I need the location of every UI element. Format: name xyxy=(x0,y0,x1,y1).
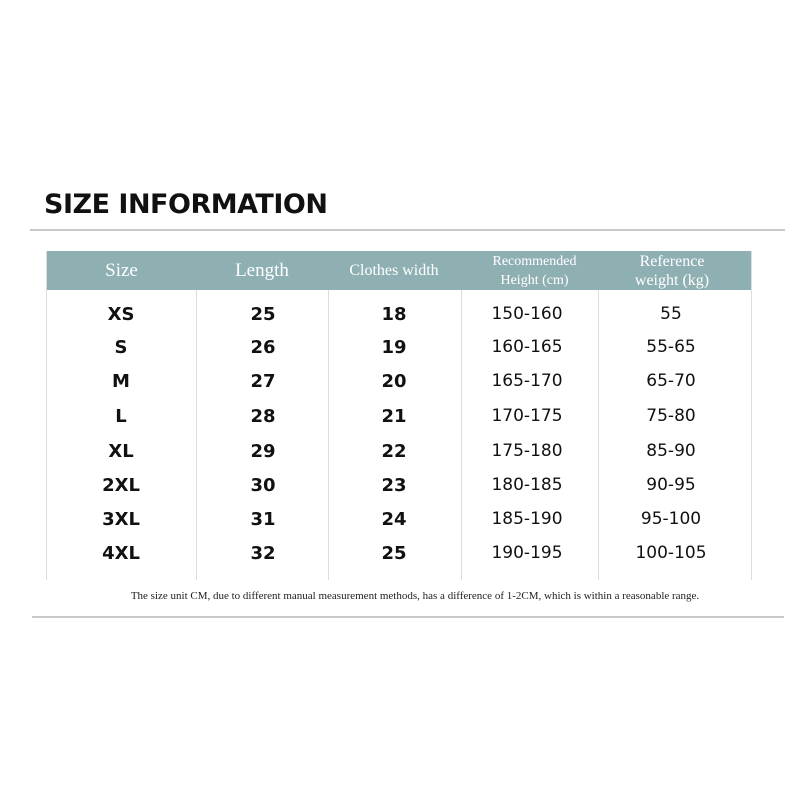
divider xyxy=(30,229,785,231)
column-divider xyxy=(196,290,197,580)
column-header-length: Length xyxy=(235,260,289,281)
cell-value: 30 xyxy=(250,475,276,496)
cell-value: L xyxy=(115,406,127,427)
size-note: The size unit CM, due to different manua… xyxy=(130,590,700,602)
cell-value: 25 xyxy=(381,543,407,564)
cell-value: 150-160 xyxy=(491,304,563,324)
cell-value: 19 xyxy=(381,337,407,358)
cell-value: 55 xyxy=(660,304,682,324)
cell-value: 170-175 xyxy=(491,406,563,426)
table-header: Size Length Clothes width Recommended He… xyxy=(47,251,751,290)
cell-value: 175-180 xyxy=(491,441,563,461)
cell-value: 3XL xyxy=(102,509,140,530)
cell-value: M xyxy=(112,371,130,392)
column-header-weight: Reference weight (kg) xyxy=(634,252,710,289)
cell-value: 160-165 xyxy=(491,337,563,357)
cell-value: 65-70 xyxy=(646,371,696,391)
divider xyxy=(32,616,784,618)
cell-value: 85-90 xyxy=(646,441,696,461)
cell-value: 29 xyxy=(250,441,276,462)
cell-value: 32 xyxy=(250,543,276,564)
cell-value: 31 xyxy=(250,509,276,530)
cell-value: 24 xyxy=(381,509,407,530)
cell-value: S xyxy=(114,337,128,358)
column-header-clothes-width: Clothes width xyxy=(349,262,439,279)
cell-value: 55-65 xyxy=(646,337,696,357)
column-header-size: Size xyxy=(105,260,138,281)
page-title: SIZE INFORMATION xyxy=(44,189,328,220)
column-divider xyxy=(328,290,329,580)
cell-value: 190-195 xyxy=(491,543,563,563)
cell-value: 22 xyxy=(381,441,407,462)
cell-value: 28 xyxy=(250,406,276,427)
cell-value: 20 xyxy=(381,371,407,392)
column-divider xyxy=(461,290,462,580)
cell-value: 18 xyxy=(381,304,407,325)
cell-value: 26 xyxy=(250,337,276,358)
cell-value: 27 xyxy=(250,371,276,392)
cell-value: 25 xyxy=(250,304,276,325)
cell-value: 21 xyxy=(381,406,407,427)
cell-value: XL xyxy=(108,441,134,462)
cell-value: 185-190 xyxy=(491,509,563,529)
cell-value: 90-95 xyxy=(646,475,696,495)
size-table: Size Length Clothes width Recommended He… xyxy=(46,251,752,580)
cell-value: 23 xyxy=(381,475,407,496)
column-header-height: Recommended Height (cm) xyxy=(492,253,577,288)
cell-value: XS xyxy=(107,304,135,325)
column-divider xyxy=(598,290,599,580)
cell-value: 2XL xyxy=(102,475,140,496)
cell-value: 75-80 xyxy=(646,406,696,426)
cell-value: 95-100 xyxy=(640,509,702,529)
cell-value: 4XL xyxy=(102,543,140,564)
cell-value: 100-105 xyxy=(635,543,707,563)
cell-value: 165-170 xyxy=(491,371,563,391)
cell-value: 180-185 xyxy=(491,475,563,495)
